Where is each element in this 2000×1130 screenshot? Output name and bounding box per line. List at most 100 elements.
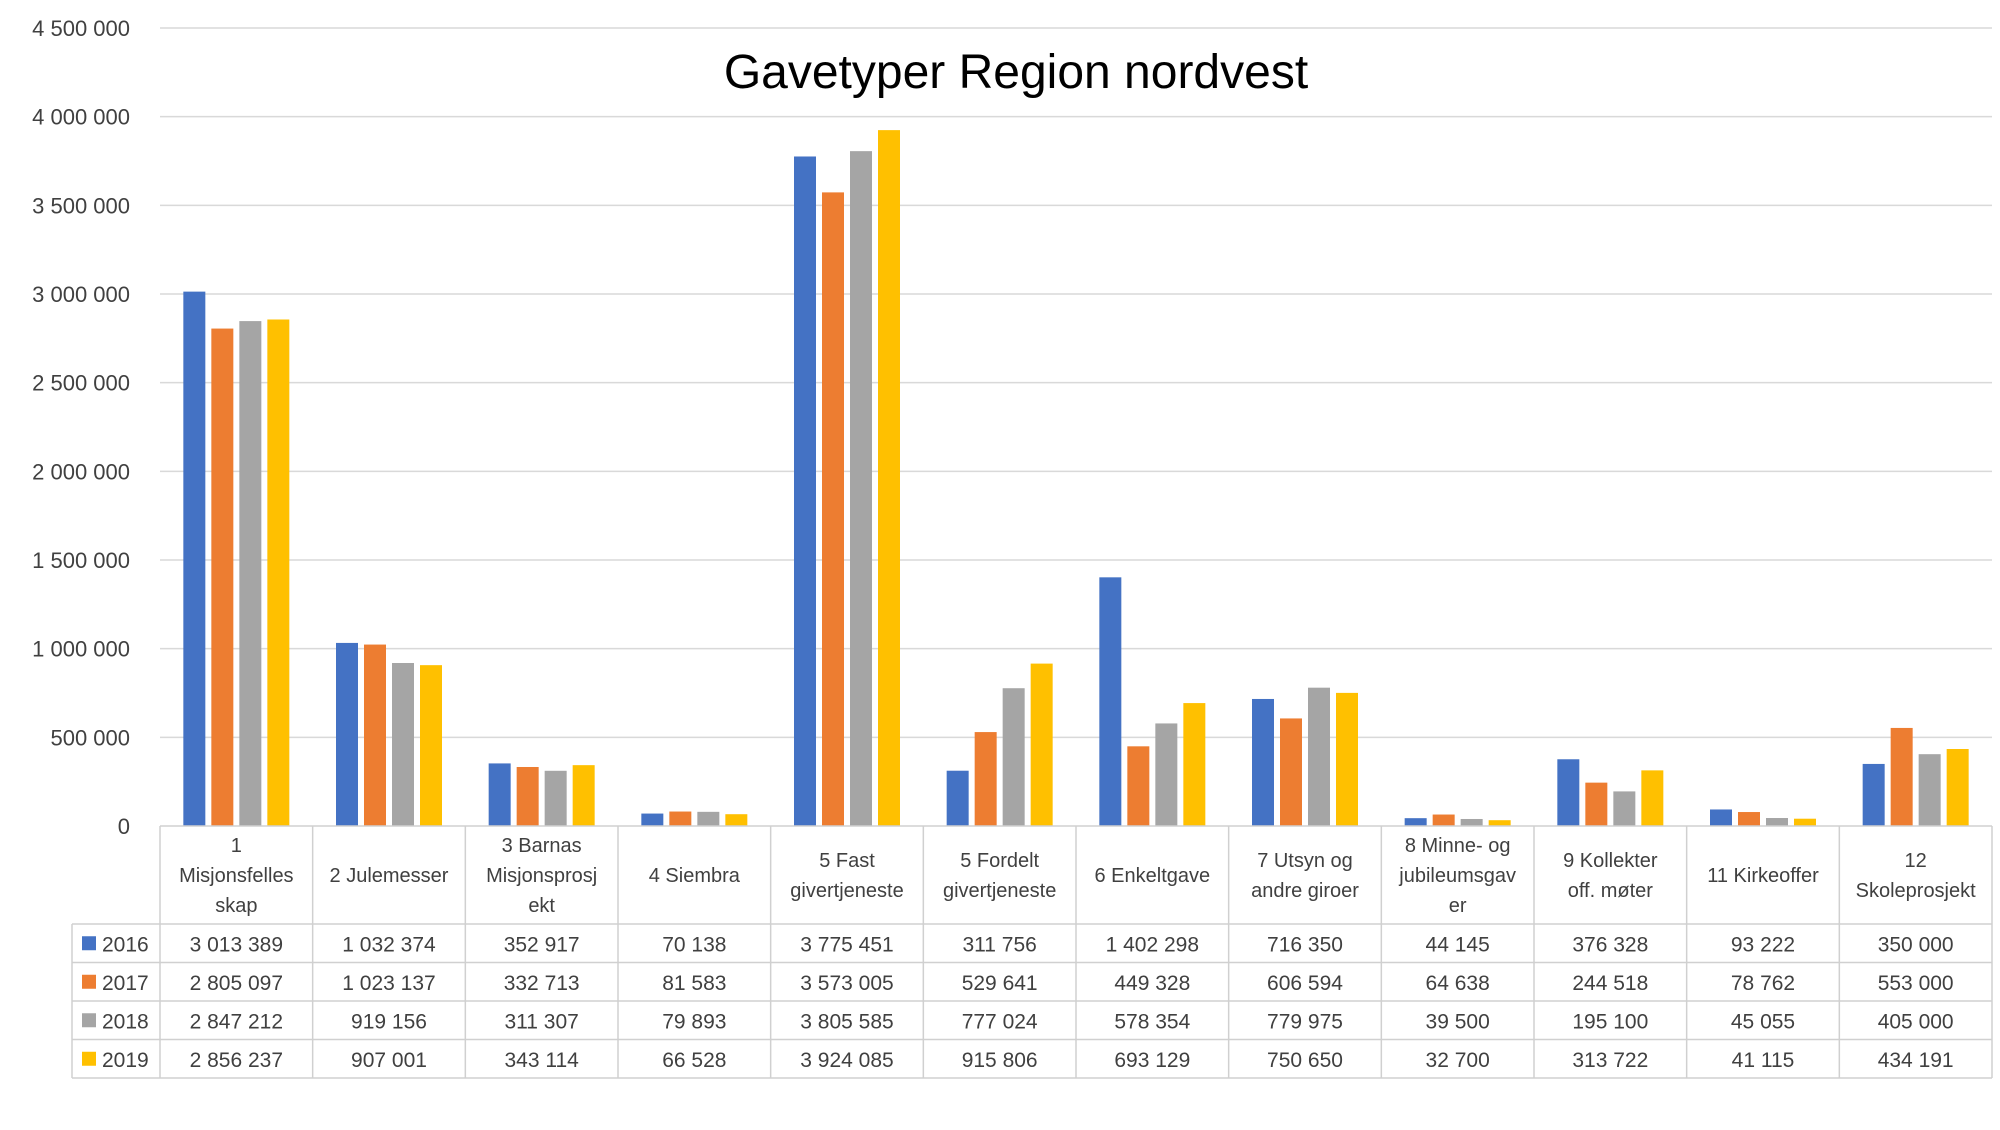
bar-2017-1 [211, 328, 234, 826]
category-label: 8 Minne- og jubileumsgav er [1398, 835, 1516, 917]
bars [183, 130, 1969, 827]
table-value: 311 756 [962, 933, 1036, 956]
bar-2017-7 [1127, 746, 1150, 826]
bar-2018-8 [1308, 687, 1330, 826]
bar-2016-4 [641, 813, 664, 826]
category-label: 11 Kirkeoffer [1707, 865, 1819, 887]
legend-swatch-2017 [82, 974, 96, 989]
legend-label: 2018 [102, 1010, 149, 1033]
bar-2016-3 [488, 763, 511, 826]
bar-2017-6 [974, 732, 997, 826]
table-value: 41 115 [1732, 1049, 1795, 1072]
bar-2017-9 [1432, 814, 1455, 826]
y-tick-label: 1 500 000 [32, 548, 130, 573]
bar-2017-10 [1585, 782, 1608, 826]
table-value: 777 024 [962, 1010, 1038, 1033]
table-value: 244 518 [1572, 972, 1648, 995]
bar-2018-3 [544, 770, 567, 826]
table-value: 3 924 085 [800, 1049, 893, 1072]
table-value: 2 847 212 [190, 1010, 283, 1033]
table-value: 195 100 [1572, 1010, 1648, 1033]
table-value: 529 641 [962, 972, 1038, 995]
bar-2016-7 [1099, 577, 1122, 826]
legend-label: 2016 [102, 933, 149, 956]
legend-swatch-2019 [82, 1051, 96, 1066]
bar-2019-9 [1488, 820, 1511, 826]
bar-2018-11 [1766, 818, 1788, 826]
bar-2017-5 [822, 192, 844, 827]
table-value: 693 129 [1114, 1049, 1190, 1072]
table-value: 32 700 [1426, 1049, 1490, 1072]
bar-2017-2 [364, 644, 386, 826]
table-value: 70 138 [662, 933, 726, 956]
bar-2019-11 [1794, 818, 1816, 826]
bar-2017-11 [1738, 812, 1760, 826]
bar-2019-8 [1336, 692, 1358, 826]
table-value: 1 032 374 [342, 933, 436, 956]
bar-2018-6 [1002, 688, 1025, 826]
table-value: 64 638 [1426, 972, 1490, 995]
table-value: 79 893 [662, 1010, 726, 1033]
y-tick-label: 3 500 000 [32, 193, 130, 218]
y-tick-label: 4 500 000 [32, 16, 130, 41]
category-label: 9 Kollekter off. møter [1563, 850, 1658, 902]
category-label: 4 Siembra [649, 865, 741, 887]
bar-2019-4 [725, 814, 748, 826]
y-tick-label: 2 500 000 [32, 371, 130, 396]
bar-2019-10 [1641, 770, 1664, 826]
bar-2017-3 [516, 766, 539, 826]
table-value: 1 402 298 [1106, 933, 1199, 956]
bar-2016-2 [336, 642, 358, 826]
bar-2019-1 [267, 319, 290, 826]
y-axis: 0 500 000 1 000 000 1 500 000 2 000 000 2 500… [32, 16, 130, 839]
table-value: 3 805 585 [800, 1010, 893, 1033]
table-value: 332 713 [504, 972, 580, 995]
legend-label: 2017 [102, 972, 149, 995]
table-value: 606 594 [1267, 972, 1343, 995]
bar-2016-10 [1557, 759, 1580, 826]
table-value: 66 528 [662, 1049, 726, 1072]
bar-2017-4 [669, 811, 692, 826]
table-value: 376 328 [1572, 933, 1648, 956]
table-value: 311 307 [504, 1010, 578, 1033]
bar-2019-6 [1030, 663, 1053, 826]
bar-2019-12 [1946, 749, 1969, 826]
chart-title: Gavetyper Region nordvest [724, 46, 1308, 99]
table-value: 750 650 [1267, 1049, 1343, 1072]
bar-2019-2 [420, 665, 442, 826]
category-label: 5 Fordelt givertjeneste [943, 850, 1056, 902]
table-value: 2 856 237 [190, 1049, 283, 1072]
bar-2016-5 [794, 156, 816, 826]
table-value: 3 775 451 [800, 933, 893, 956]
table-value: 1 023 137 [342, 972, 435, 995]
bar-2018-4 [697, 811, 720, 826]
table-value: 39 500 [1426, 1010, 1490, 1033]
bar-2016-6 [946, 770, 969, 826]
gridlines [160, 27, 1992, 739]
category-label: 7 Utsyn og andre giroer [1251, 850, 1359, 902]
bar-2018-9 [1460, 818, 1483, 826]
bar-2016-11 [1710, 809, 1732, 826]
category-label: 2 Julemesser [330, 865, 449, 887]
bar-2018-7 [1155, 723, 1178, 826]
table-value: 578 354 [1114, 1010, 1190, 1033]
category-label: 3 Barnas Misjonsprosj ekt [486, 835, 597, 917]
table-value: 449 328 [1114, 972, 1190, 995]
category-label: 5 Fast givertjeneste [790, 850, 903, 902]
table-value: 313 722 [1572, 1049, 1648, 1072]
table-value: 352 917 [504, 933, 580, 956]
legend-label: 2019 [102, 1049, 149, 1072]
bar-2017-8 [1280, 718, 1302, 826]
table-value: 2 805 097 [190, 972, 283, 995]
y-tick-label: 2 000 000 [32, 459, 130, 484]
bar-2019-7 [1183, 703, 1206, 826]
category-label: 6 Enkeltgave [1095, 865, 1211, 887]
bar-2018-10 [1613, 791, 1636, 826]
bar-2016-9 [1404, 818, 1427, 826]
category-label: 12 Skoleprosjekt [1856, 850, 1977, 902]
table-value: 343 114 [504, 1049, 579, 1072]
bar-2016-12 [1862, 763, 1885, 826]
y-tick-label: 500 000 [50, 725, 130, 750]
table-value: 553 000 [1878, 972, 1954, 995]
